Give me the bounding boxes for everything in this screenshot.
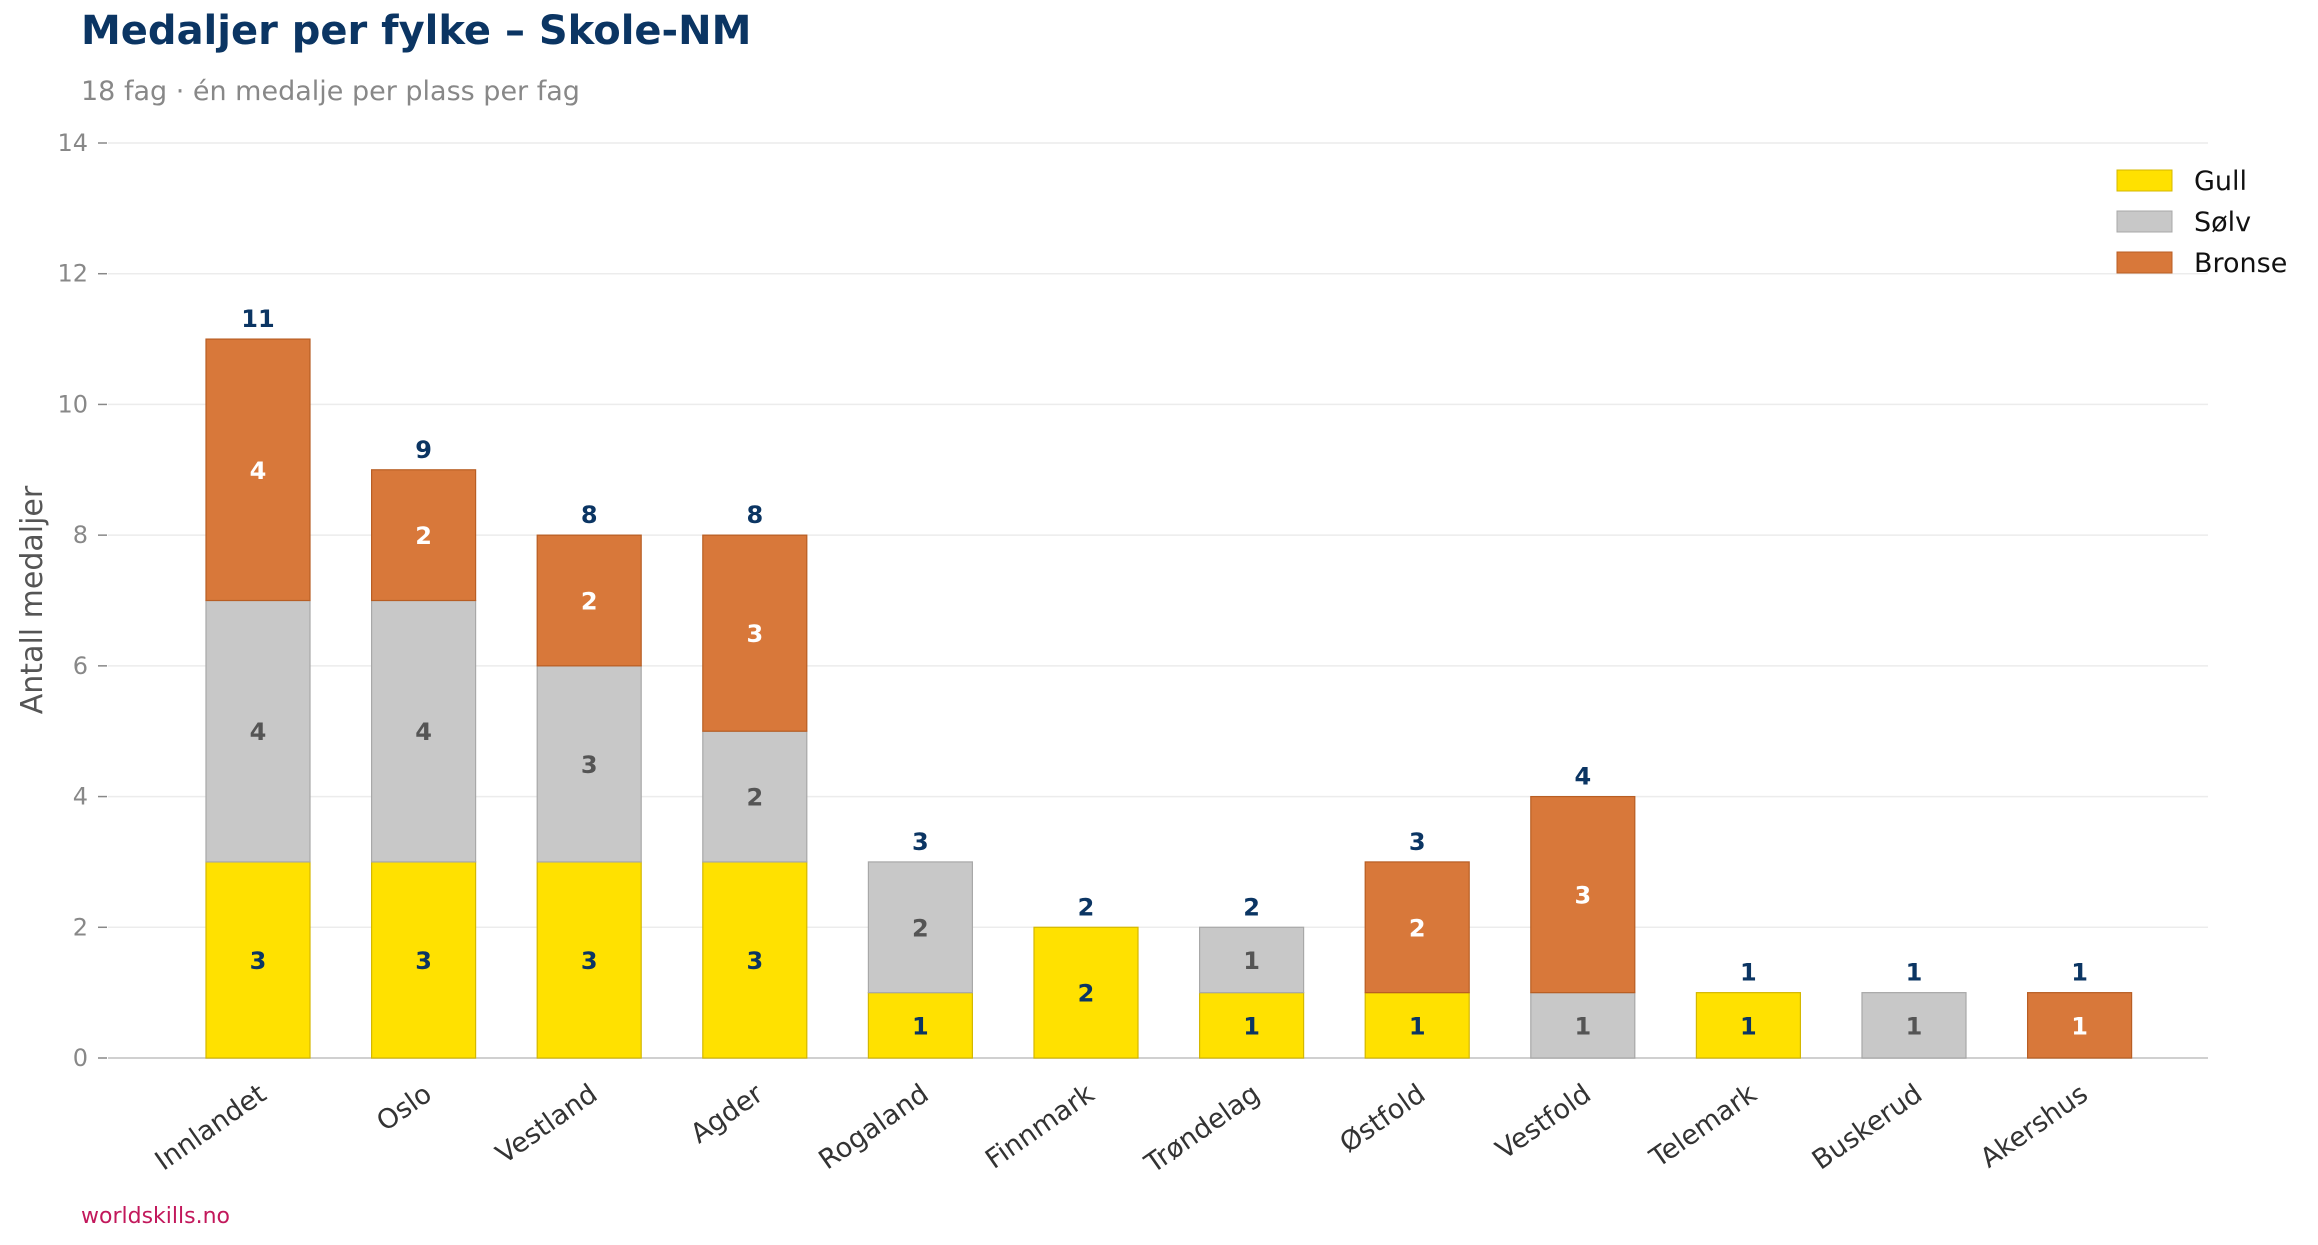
segment-value-label: 1 (1243, 1012, 1260, 1040)
x-tick-label: Finnmark (980, 1078, 1100, 1175)
segment-value-label: 4 (250, 718, 267, 746)
total-value-label: 3 (912, 828, 929, 856)
total-value-label: 2 (1243, 893, 1260, 921)
bar-segment-gull (1364, 992, 1470, 1059)
segment-value-label: 3 (1574, 882, 1591, 910)
chart-subtitle: 18 fag · én medalje per plass per fag (81, 76, 580, 107)
segment-value-label: 2 (581, 588, 598, 616)
y-tick-label: 6 (73, 652, 88, 680)
legend: Gull Sølv Bronse (2116, 166, 2287, 279)
total-value-label: 11 (241, 305, 274, 333)
x-tick-label: Østfold (1334, 1078, 1431, 1159)
total-value-label: 1 (1906, 959, 1923, 987)
y-tick-label: 10 (57, 390, 88, 418)
legend-swatch-gull (2116, 169, 2173, 192)
total-value-label: 8 (581, 501, 598, 529)
legend-label: Gull (2194, 166, 2247, 197)
total-value-label: 4 (1574, 763, 1591, 791)
y-axis-title: Antall medaljer (15, 485, 50, 714)
bar-segment-bronse (1364, 861, 1470, 994)
x-tick-label: Vestland (490, 1078, 603, 1170)
segment-value-label: 2 (1078, 980, 1095, 1008)
segment-value-label: 1 (1906, 1012, 1923, 1040)
x-tick-label: Vestfold (1490, 1078, 1597, 1166)
segment-value-label: 1 (1243, 947, 1260, 975)
y-tick-label: 4 (73, 783, 88, 811)
segment-value-label: 3 (581, 947, 598, 975)
segment-value-label: 1 (1574, 1012, 1591, 1040)
bar-segment-sølv (205, 599, 311, 863)
segment-value-label: 3 (415, 947, 432, 975)
bar-segment-bronse (536, 534, 642, 667)
bar-segment-sølv (702, 730, 808, 863)
bar-segment-sølv (1530, 992, 1636, 1059)
total-value-label: 8 (746, 501, 763, 529)
segment-value-label: 1 (912, 1012, 929, 1040)
total-value-label: 3 (1409, 828, 1426, 856)
source-link[interactable]: worldskills.no (81, 1204, 230, 1229)
y-tick-label: 12 (57, 260, 88, 288)
bar-segment-gull (536, 861, 642, 1059)
segment-value-label: 3 (250, 947, 267, 975)
bar-segment-sølv (867, 861, 974, 994)
legend-label: Bronse (2194, 248, 2287, 279)
segment-value-label: 1 (1740, 1012, 1757, 1040)
x-tick-label: Buskerud (1807, 1078, 1928, 1176)
legend-swatch-bronse (2116, 251, 2173, 274)
bar-segment-sølv (371, 599, 477, 863)
segment-value-label: 3 (581, 751, 598, 779)
bar-segment-gull (205, 861, 311, 1059)
bar-segment-sølv (1198, 926, 1305, 994)
chart-title: Medaljer per fylke – Skole-NM (81, 8, 752, 54)
x-tick-label: Akershus (1975, 1078, 2094, 1174)
bar-segment-bronse (1530, 795, 1636, 994)
y-tick-label: 14 (57, 129, 88, 157)
x-tick-label: Agder (685, 1078, 769, 1150)
x-tick-label: Rogaland (813, 1078, 934, 1176)
x-tick-label: Oslo (371, 1078, 437, 1137)
total-value-label: 1 (1740, 959, 1757, 987)
bar-segment-bronse (205, 338, 311, 602)
x-tick-label: Trøndelag (1139, 1078, 1266, 1180)
segment-value-label: 4 (415, 718, 432, 746)
bar-segment-bronse (2026, 992, 2133, 1059)
bar-segment-gull (1033, 926, 1139, 1059)
segment-value-label: 4 (250, 457, 267, 485)
bar-segment-bronse (371, 469, 477, 602)
x-tick-label: Telemark (1644, 1078, 1763, 1174)
bar-segment-sølv (1861, 992, 1967, 1059)
segment-value-label: 3 (746, 620, 763, 648)
total-value-label: 2 (1078, 893, 1095, 921)
segment-value-label: 1 (2071, 1012, 2088, 1040)
bar-segment-gull (1198, 992, 1305, 1059)
total-value-label: 9 (415, 436, 432, 464)
segment-value-label: 2 (415, 522, 432, 550)
segment-value-label: 2 (746, 784, 763, 812)
x-tick-label: Innlandet (150, 1078, 272, 1177)
x-axis: Innlandet Oslo Vestland Agder Rogaland Finnma… (150, 1078, 2094, 1180)
segment-value-label: 2 (912, 914, 929, 942)
bar-segment-gull (867, 992, 974, 1059)
y-tick-label: 2 (73, 913, 88, 941)
bar-segment-bronse (702, 534, 808, 732)
legend-label: Sølv (2194, 207, 2251, 238)
segment-value-label: 2 (1409, 914, 1426, 942)
segment-value-label: 1 (1409, 1012, 1426, 1040)
y-tick-label: 0 (73, 1044, 88, 1072)
bar-segment-sølv (536, 665, 642, 863)
y-tick-label: 8 (73, 521, 88, 549)
segment-value-label: 3 (746, 947, 763, 975)
bar-segment-gull (1695, 992, 1802, 1059)
total-value-label: 1 (2071, 959, 2088, 987)
bar-segment-gull (702, 861, 808, 1059)
legend-swatch-sølv (2116, 210, 2173, 233)
